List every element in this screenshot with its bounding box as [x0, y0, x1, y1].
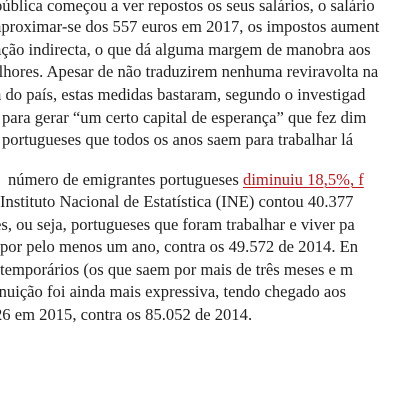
- statistic-link[interactable]: diminuiu 18,5%, f: [243, 170, 364, 189]
- paragraph-1-line-1: pública começou a ver repostos os seus s…: [0, 0, 375, 15]
- paragraph-2-line-1: número de emigrantes portugueses diminui…: [8, 170, 364, 190]
- paragraph-1-line-5: a do país, estas medidas bastaram, segun…: [0, 85, 366, 104]
- paragraph-2-line-7: 26 em 2015, contra os 85.052 de 2014.: [0, 305, 253, 324]
- paragraph-2-line-1-text: número de emigrantes portugueses: [8, 170, 244, 189]
- paragraph-1-line-7: portugueses que todos os anos saem para …: [2, 130, 354, 149]
- paragraph-1-line-3: ação indirecta, o que dá alguma margem d…: [0, 40, 371, 59]
- paragraph-1-line-6: para gerar “um certo capital de esperanç…: [2, 108, 367, 127]
- paragraph-1-line-2: aproximar-se dos 557 euros em 2017, os i…: [0, 17, 380, 36]
- paragraph-2-line-4: por pelo menos um ano, contra os 49.572 …: [0, 237, 359, 256]
- paragraph-2-line-5: temporários (os que saem por mais de trê…: [0, 260, 353, 279]
- paragraph-2-line-6: inuição foi ainda mais expressiva, tendo…: [0, 282, 347, 301]
- paragraph-2-line-2: Instituto Nacional de Estatística (INE) …: [0, 192, 354, 211]
- paragraph-1-line-4: ilhores. Apesar de não traduzirem nenhum…: [0, 62, 379, 81]
- paragraph-2-line-3: es, ou seja, portugueses que foram traba…: [0, 215, 355, 234]
